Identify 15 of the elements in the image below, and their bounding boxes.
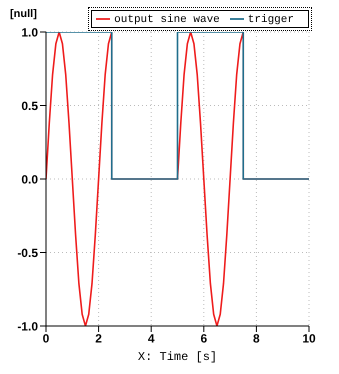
- x-tick-label: 6: [200, 332, 208, 346]
- legend-label: trigger: [248, 14, 294, 26]
- y-tick-label: 0.0: [21, 172, 38, 186]
- y-tick-label: 0.5: [21, 98, 38, 113]
- legend-label: output sine wave: [114, 14, 220, 26]
- x-tick-label: 2: [95, 332, 102, 346]
- x-tick-label: 4: [148, 332, 155, 346]
- y-tick-label: 1.0: [21, 25, 38, 40]
- x-tick-label: 0: [42, 332, 50, 346]
- y-tick-label: -1.0: [17, 319, 38, 334]
- x-tick-label: 8: [253, 332, 260, 346]
- y-axis-title: [null]: [10, 8, 37, 20]
- x-axis-title: X: Time [s]: [138, 350, 218, 364]
- x-tick-label: 10: [302, 332, 316, 346]
- y-tick-label: -0.5: [17, 246, 38, 260]
